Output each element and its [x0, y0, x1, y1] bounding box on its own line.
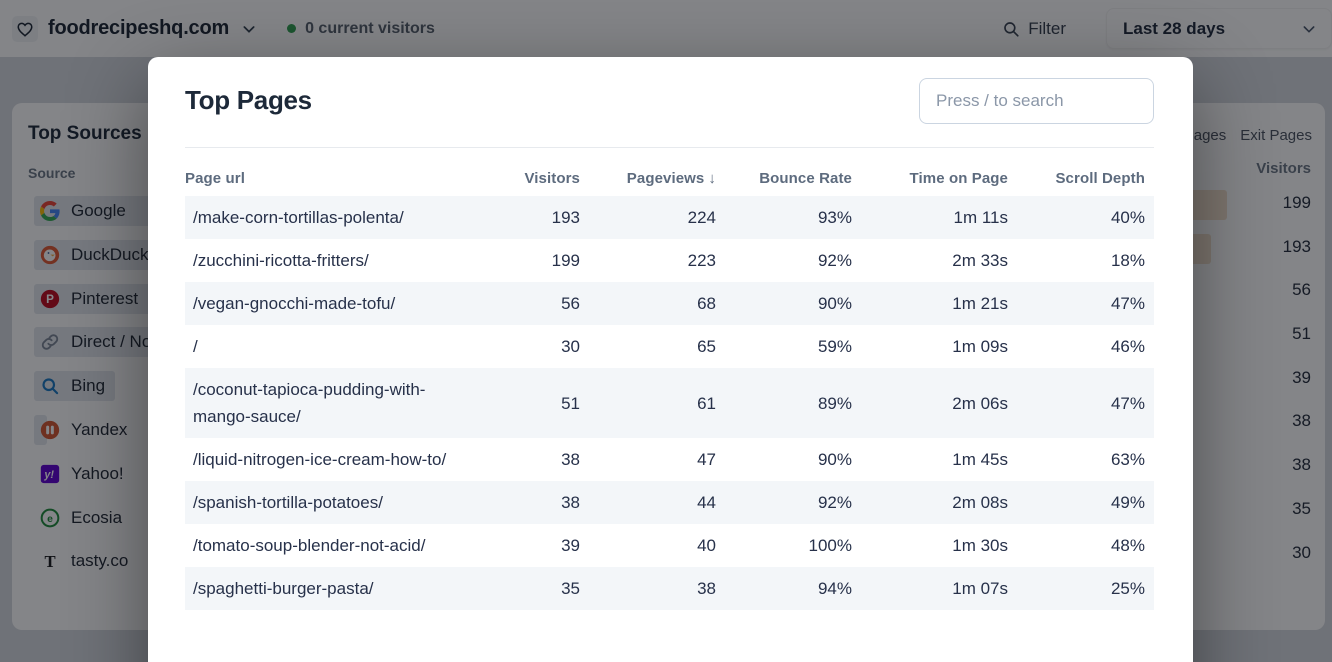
- header-visitors[interactable]: Visitors: [524, 170, 580, 187]
- cell-page-url: /vegan-gnocchi-made-tofu/: [193, 294, 396, 313]
- cell-scroll-depth: 47%: [1110, 393, 1145, 413]
- cell-bounce-rate: 93%: [817, 208, 852, 227]
- table-row[interactable]: /make-corn-tortillas-polenta/ 193 224 93…: [185, 196, 1154, 239]
- cell-visitors: 35: [561, 579, 580, 598]
- cell-pageviews: 47: [697, 450, 716, 469]
- cell-time-on-page: 2m 06s: [952, 393, 1008, 413]
- table-row[interactable]: /spanish-tortilla-potatoes/ 38 44 92% 2m…: [185, 481, 1154, 524]
- cell-bounce-rate: 90%: [817, 450, 852, 469]
- cell-time-on-page: 1m 45s: [952, 450, 1008, 469]
- cell-time-on-page: 1m 30s: [952, 536, 1008, 555]
- cell-scroll-depth: 48%: [1110, 536, 1145, 555]
- header-time-on-page[interactable]: Time on Page: [909, 170, 1008, 187]
- cell-visitors: 193: [551, 208, 580, 227]
- cell-pageviews: 40: [697, 536, 716, 555]
- cell-page-url: /make-corn-tortillas-polenta/: [193, 208, 404, 227]
- cell-pageviews: 65: [697, 337, 716, 356]
- cell-page-url: /tomato-soup-blender-not-acid/: [193, 536, 426, 555]
- table-row[interactable]: /vegan-gnocchi-made-tofu/ 56 68 90% 1m 2…: [185, 282, 1154, 325]
- top-pages-modal: Top Pages Page url Visitors Pageviews↓ B…: [148, 57, 1193, 662]
- cell-time-on-page: 1m 11s: [953, 208, 1009, 227]
- cell-pageviews: 61: [697, 393, 716, 413]
- cell-visitors: 51: [561, 393, 580, 413]
- cell-pageviews: 68: [697, 294, 716, 313]
- modal-search-input[interactable]: [919, 78, 1154, 124]
- cell-scroll-depth: 25%: [1110, 579, 1145, 598]
- cell-bounce-rate: 89%: [817, 393, 852, 413]
- header-page-url[interactable]: Page url: [185, 170, 245, 187]
- cell-visitors: 39: [561, 536, 580, 555]
- divider: [185, 147, 1154, 148]
- cell-time-on-page: 1m 07s: [952, 579, 1008, 598]
- sort-desc-icon: ↓: [708, 170, 716, 187]
- table-body: /make-corn-tortillas-polenta/ 193 224 93…: [185, 196, 1154, 610]
- cell-page-url: /coconut-tapioca-pudding-with-mango-sauc…: [193, 380, 426, 426]
- cell-page-url: /: [193, 337, 198, 356]
- table-row[interactable]: /zucchini-ricotta-fritters/ 199 223 92% …: [185, 239, 1154, 282]
- cell-bounce-rate: 100%: [808, 536, 852, 555]
- table-row[interactable]: /tomato-soup-blender-not-acid/ 39 40 100…: [185, 524, 1154, 567]
- cell-pageviews: 44: [697, 493, 716, 512]
- table-header-row: Page url Visitors Pageviews ↓ Bounce Rate…: [185, 170, 1154, 196]
- cell-page-url: /zucchini-ricotta-fritters/: [193, 251, 369, 270]
- cell-scroll-depth: 63%: [1110, 450, 1145, 469]
- cell-visitors: 38: [561, 493, 580, 512]
- cell-page-url: /spanish-tortilla-potatoes/: [193, 493, 383, 512]
- cell-scroll-depth: 46%: [1110, 337, 1145, 356]
- cell-page-url: /liquid-nitrogen-ice-cream-how-to/: [193, 450, 447, 469]
- cell-time-on-page: 1m 09s: [952, 337, 1008, 356]
- table-row[interactable]: / 30 65 59% 1m 09s 46%: [185, 325, 1154, 368]
- cell-scroll-depth: 18%: [1110, 251, 1145, 270]
- modal-title: Top Pages: [185, 85, 312, 115]
- cell-visitors: 199: [551, 251, 580, 270]
- cell-time-on-page: 2m 33s: [952, 251, 1008, 270]
- cell-pageviews: 38: [697, 579, 716, 598]
- table-row[interactable]: /liquid-nitrogen-ice-cream-how-to/ 38 47…: [185, 438, 1154, 481]
- cell-visitors: 38: [561, 450, 580, 469]
- cell-time-on-page: 1m 21s: [952, 294, 1008, 313]
- cell-bounce-rate: 94%: [817, 579, 852, 598]
- header-bounce-rate[interactable]: Bounce Rate: [759, 170, 852, 187]
- cell-bounce-rate: 92%: [817, 493, 852, 512]
- cell-bounce-rate: 92%: [817, 251, 852, 270]
- cell-pageviews: 223: [687, 251, 716, 270]
- cell-bounce-rate: 90%: [817, 294, 852, 313]
- top-pages-table: Page url Visitors Pageviews ↓ Bounce Rate…: [185, 170, 1154, 610]
- cell-visitors: 56: [561, 294, 580, 313]
- table-row[interactable]: /spaghetti-burger-pasta/ 35 38 94% 1m 07…: [185, 567, 1154, 610]
- cell-visitors: 30: [561, 337, 580, 356]
- cell-scroll-depth: 49%: [1110, 493, 1145, 512]
- cell-bounce-rate: 59%: [817, 337, 852, 356]
- cell-scroll-depth: 47%: [1110, 294, 1145, 313]
- cell-scroll-depth: 40%: [1110, 208, 1145, 227]
- cell-time-on-page: 2m 08s: [952, 493, 1008, 512]
- header-pageviews[interactable]: Pageviews ↓: [626, 170, 716, 187]
- cell-page-url: /spaghetti-burger-pasta/: [193, 579, 374, 598]
- header-scroll-depth[interactable]: Scroll Depth: [1055, 170, 1145, 187]
- cell-pageviews: 224: [687, 208, 716, 227]
- table-row[interactable]: /coconut-tapioca-pudding-with-mango-sauc…: [185, 368, 1154, 438]
